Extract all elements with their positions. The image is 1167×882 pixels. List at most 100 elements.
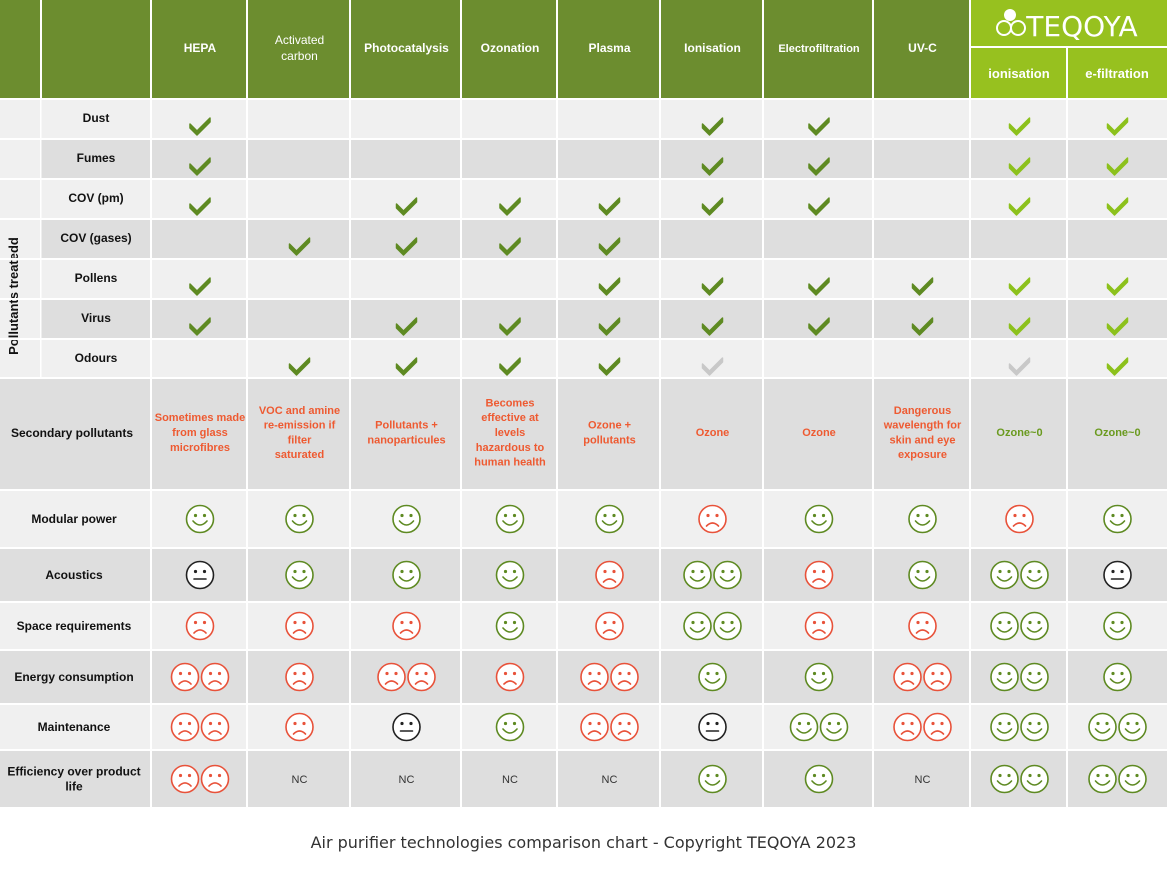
- smiley-face: [819, 712, 849, 742]
- smiley-face: [908, 504, 937, 534]
- grid-hline: [0, 298, 1167, 300]
- smiley-mouth: [1109, 627, 1126, 633]
- secondary-pollutants-row: Secondary pollutants Sometimes made from g…: [0, 378, 1167, 490]
- table-row: COV (pm): [40, 179, 1167, 219]
- secondary-cell: VOC and amine re-emission if filter saturat…: [259, 405, 340, 461]
- header-divider: [1066, 48, 1068, 99]
- smiley-eye: [730, 569, 734, 574]
- smiley-sad-icon: [200, 764, 230, 794]
- smiley-eye: [202, 620, 207, 625]
- smiley-eye: [512, 721, 517, 726]
- smiley-happy-icon: [595, 504, 624, 534]
- table-row: Maintenance: [0, 704, 1167, 750]
- smiley-face: [698, 712, 727, 742]
- smiley-eye: [836, 721, 841, 726]
- row-label: COV (gases): [60, 231, 131, 245]
- smiley-eye: [812, 513, 817, 518]
- smiley-eye: [940, 671, 944, 676]
- smiley-eye: [302, 569, 306, 574]
- smiley-face: [713, 611, 742, 641]
- smiley-eye: [302, 721, 306, 726]
- check-icon: [395, 197, 418, 216]
- smiley-eye: [178, 721, 183, 726]
- smiley-sad-icon: [200, 712, 230, 742]
- smiley-face: [580, 712, 609, 742]
- smiley-mouth: [1026, 576, 1043, 582]
- grid-vline: [969, 99, 971, 808]
- smiley-happy-icon: [1103, 611, 1132, 641]
- smiley-eye: [797, 721, 802, 726]
- smiley-eye: [627, 721, 631, 726]
- check-icon: [701, 357, 724, 376]
- smiley-mouth: [996, 728, 1013, 734]
- column-header: UV-C: [908, 41, 937, 55]
- smiley-happy-icon: [1020, 560, 1049, 590]
- smiley-mouth: [1094, 728, 1111, 734]
- smiley-face: [1103, 611, 1132, 641]
- smiley-face: [495, 504, 525, 534]
- column-header-3: Ozonation: [481, 41, 540, 55]
- column-header-6: Electrofiltration: [778, 43, 860, 55]
- check-icon: [395, 317, 418, 336]
- smiley-eye: [618, 671, 622, 676]
- smiley-eye: [1037, 620, 1041, 625]
- smiley-happy-icon: [990, 764, 1019, 794]
- check-icon: [598, 237, 621, 256]
- smiley-sad-icon: [170, 712, 200, 742]
- smiley-happy-icon: [1088, 712, 1117, 742]
- smiley-sad-icon: [170, 662, 200, 692]
- row-label: Efficiency over product: [7, 765, 140, 779]
- smiley-eye: [916, 620, 920, 625]
- smiley-mouth: [208, 680, 222, 685]
- smiley-face: [1088, 764, 1117, 794]
- column-header-5: Ionisation: [684, 41, 741, 55]
- check-icon: [598, 317, 621, 336]
- check-icon: [1008, 357, 1031, 376]
- grid-hline: [0, 703, 1167, 705]
- smiley-eye: [691, 620, 695, 625]
- smiley-eye: [217, 773, 222, 778]
- smiley-happy-icon: [804, 662, 834, 692]
- column-header: Plasma: [588, 41, 630, 55]
- smiley-eye: [1111, 569, 1115, 574]
- smiley-face: [185, 560, 215, 590]
- smiley-face: [392, 504, 421, 534]
- smiley-face: [893, 712, 922, 742]
- row-background: [40, 99, 1167, 139]
- rating-nc: NC: [915, 774, 931, 786]
- secondary-text: saturated: [275, 449, 325, 461]
- secondary-cell: Dangerous wavelength for skin and eye expos…: [883, 405, 962, 461]
- smiley-face: [683, 560, 712, 590]
- smiley-mouth: [617, 730, 632, 735]
- secondary-text: Ozone~0: [1094, 427, 1140, 439]
- grid-hline: [0, 489, 1167, 491]
- header-divider: [762, 0, 764, 99]
- smiley-mouth: [1124, 728, 1141, 734]
- smiley-eye: [806, 721, 811, 726]
- smiley-eye: [302, 620, 306, 625]
- smiley-mouth: [930, 680, 945, 685]
- smiley-eye: [901, 721, 905, 726]
- smiley-mouth: [915, 629, 930, 634]
- smiley-mouth: [689, 576, 706, 582]
- smiley-eye: [302, 513, 306, 518]
- smiley-eye: [1037, 569, 1041, 574]
- smiley-eye: [409, 513, 413, 518]
- column-header: Activated: [275, 33, 324, 47]
- check-icon: [1106, 317, 1129, 336]
- smiley-sad-icon: [595, 611, 624, 641]
- pollutants-section: Pollutants treatedd: [0, 99, 40, 378]
- smiley-mouth: [503, 680, 517, 685]
- smiley-face: [1020, 560, 1049, 590]
- secondary-cell: Ozone: [696, 427, 730, 439]
- grid-vline: [762, 99, 764, 808]
- smiley-face: [407, 662, 436, 692]
- check-icon: [701, 197, 724, 216]
- row-label: life: [65, 780, 83, 794]
- smiley-eye: [998, 721, 1002, 726]
- grid-hline: [0, 749, 1167, 751]
- smiley-mouth: [414, 680, 429, 685]
- secondary-text: re-emission if: [264, 420, 336, 432]
- check-icon: [189, 197, 211, 216]
